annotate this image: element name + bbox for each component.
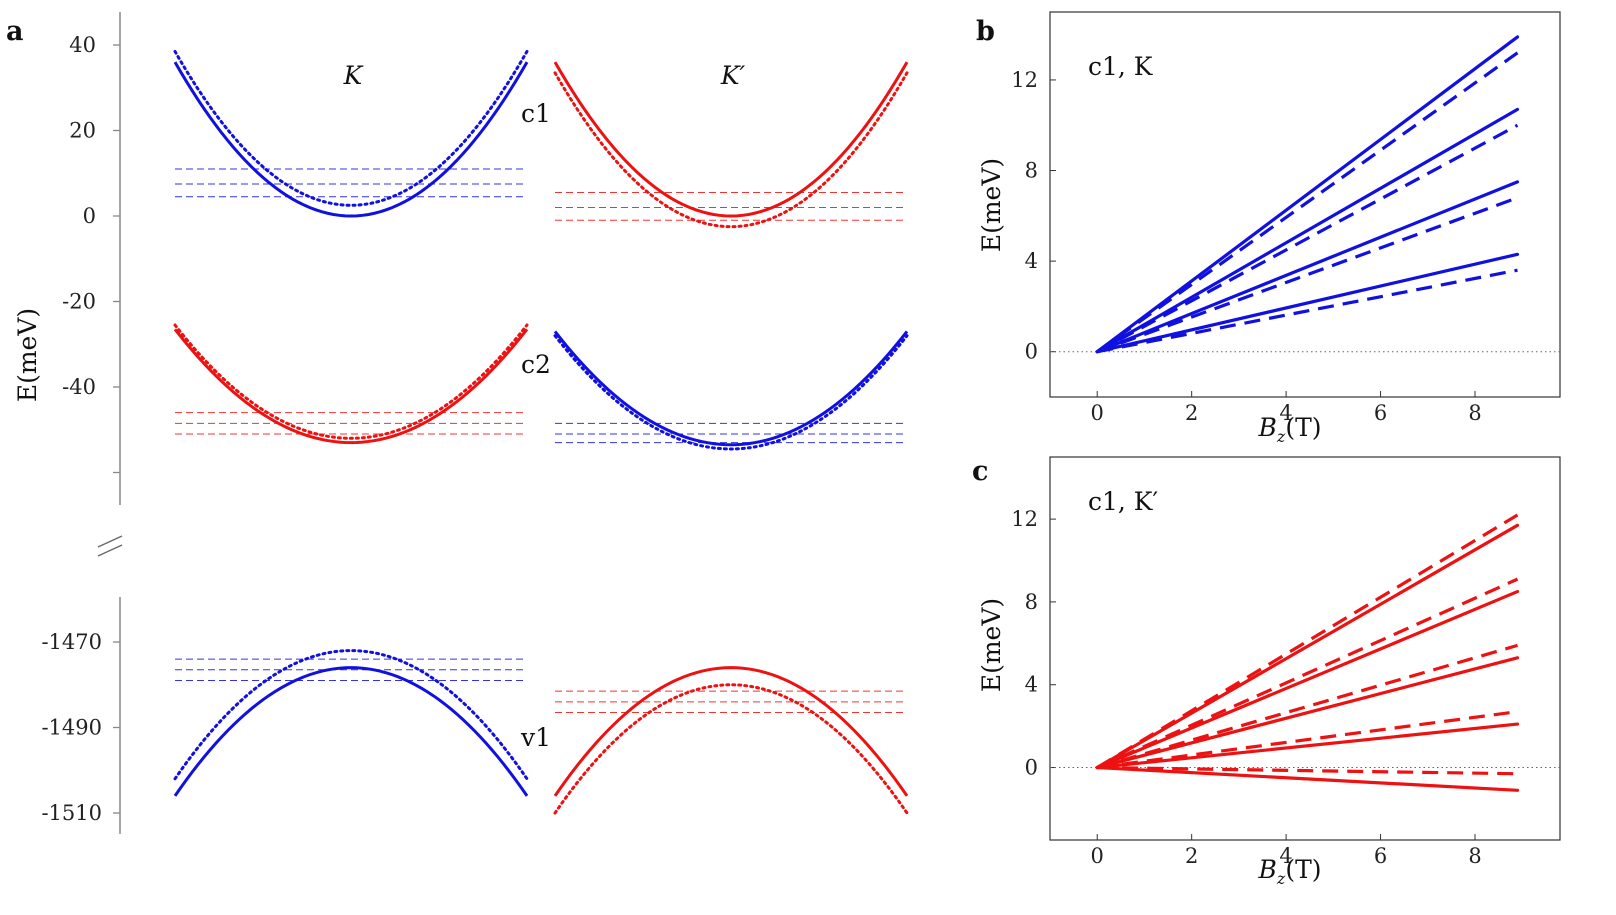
panel-b-x-axis-label: Bz(T) [1258, 413, 1322, 446]
band-curve [553, 71, 909, 229]
x-tick-label: 2 [1185, 844, 1198, 868]
band-curve [173, 649, 529, 781]
valley-label-k-prime: K′ [720, 61, 746, 90]
series-line [1096, 196, 1519, 354]
x-tick-label: 0 [1091, 844, 1104, 868]
panel-a-lower-ticks: -1470 -1490 -1510 [41, 630, 120, 825]
band-curve [553, 330, 909, 447]
y-tick-label: 12 [1011, 68, 1038, 92]
panel-c-ticks: 0 2 4 6 8 0 4 8 12 [1011, 507, 1481, 868]
series-line [1096, 577, 1519, 770]
band-curve [553, 61, 909, 218]
y-tick-label: -20 [62, 290, 96, 314]
x-tick-label: 4 [1279, 844, 1292, 868]
band-curve [173, 666, 529, 797]
y-tick-label: -1490 [41, 716, 102, 740]
panel-c-title: c1, K′ [1088, 487, 1158, 516]
panel-b-frame [1049, 11, 1561, 398]
band-curve [173, 49, 529, 207]
series-line [1096, 513, 1519, 769]
x-tick-label: 4 [1279, 401, 1292, 425]
valley-label-k: K [343, 61, 364, 90]
y-tick-label: 40 [69, 33, 96, 57]
y-tick-label: 8 [1025, 590, 1038, 614]
band-label-c2: c2 [521, 350, 551, 379]
series-line [1095, 35, 1520, 354]
panel-a-upper-ticks: 40 20 0 -20 -40 [62, 33, 120, 474]
x-tick-label: 8 [1468, 401, 1481, 425]
panel-b-y-axis-label: E(meV) [977, 158, 1006, 252]
series-line [1095, 656, 1520, 770]
x-tick-label: 6 [1374, 401, 1387, 425]
band-curve [553, 334, 909, 451]
y-tick-label: 12 [1011, 507, 1038, 531]
y-tick-label: 0 [1025, 340, 1038, 364]
panel-c-frame [1049, 456, 1561, 841]
series-line [1097, 765, 1518, 776]
panel-c-x-axis-label: Bz(T) [1258, 855, 1322, 888]
y-tick-label: 0 [1025, 756, 1038, 780]
y-tick-label: 4 [1025, 249, 1038, 273]
panel-c: c 0 2 4 6 8 0 4 8 12 c1, K′ E(meV) Bz(T) [972, 456, 1561, 888]
axis-break-icon [97, 535, 123, 557]
y-tick-label: -1470 [41, 630, 102, 654]
panel-b-title: c1, K [1088, 52, 1154, 81]
band-curve [553, 666, 909, 797]
panel-a-y-axis-label: E(meV) [13, 308, 42, 402]
band-curve [173, 61, 529, 218]
y-tick-label: 0 [83, 204, 96, 228]
y-tick-label: -40 [62, 375, 96, 399]
y-tick-label: 20 [69, 119, 96, 143]
y-tick-label: 8 [1025, 159, 1038, 183]
y-tick-label: 4 [1025, 673, 1038, 697]
series-line [1096, 643, 1518, 770]
band-label-v1: v1 [520, 723, 551, 752]
x-tick-label: 6 [1374, 844, 1387, 868]
series-line [1096, 51, 1519, 354]
series-line [1095, 180, 1520, 354]
series-line [1095, 722, 1520, 770]
x-tick-label: 0 [1091, 401, 1104, 425]
panel-c-series [1095, 513, 1520, 792]
series-line [1096, 123, 1519, 354]
x-tick-label: 2 [1185, 401, 1198, 425]
panel-a-letter: a [6, 16, 24, 47]
panel-b-letter: b [976, 16, 995, 47]
series-line [1095, 107, 1520, 354]
series-line [1095, 252, 1520, 354]
band-curve [173, 328, 529, 445]
panel-b-series [1095, 35, 1520, 354]
panel-b: b 0 2 4 6 8 0 4 8 12 c1, K E(meV) Bz(T) [976, 11, 1561, 446]
x-tick-label: 8 [1468, 844, 1481, 868]
panel-c-y-axis-label: E(meV) [977, 598, 1006, 692]
panel-a: a 40 20 0 -20 -40 -1470 -1490 -1510 E(meV) K K… [6, 12, 909, 834]
panel-a-levels [175, 168, 907, 714]
band-curve [173, 323, 529, 440]
panel-b-ticks: 0 2 4 6 8 0 4 8 12 [1011, 68, 1481, 425]
series-line [1096, 268, 1518, 354]
y-tick-label: -1510 [41, 801, 102, 825]
panel-c-letter: c [972, 456, 988, 487]
series-line [1095, 589, 1520, 770]
band-curve [553, 683, 909, 815]
panel-a-curves [173, 49, 909, 815]
series-line [1097, 710, 1518, 770]
series-line [1095, 765, 1520, 792]
band-label-c1: c1 [521, 99, 551, 128]
